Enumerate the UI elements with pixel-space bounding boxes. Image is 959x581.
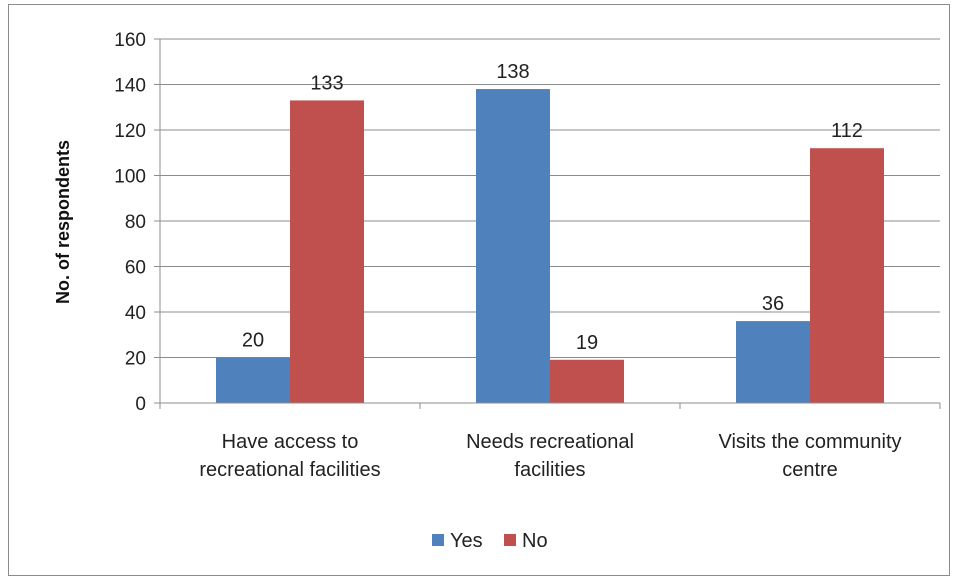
y-tick-label: 120 [114,121,146,142]
legend: Yes No [432,530,548,552]
y-axis-title: No. of respondents [53,140,73,304]
bar-yes [476,89,550,404]
legend-swatch-yes [432,534,444,546]
legend-swatch-no [504,534,516,546]
legend-label-yes: Yes [450,530,483,552]
bar-yes [216,357,290,403]
bars [216,89,884,404]
bar-no [550,359,624,403]
data-label: 112 [831,120,863,142]
y-tick-label: 100 [114,167,146,188]
axes [159,39,941,409]
x-category-label: Visits the community centre [718,431,901,481]
y-tick-label: 140 [114,76,146,97]
data-label: 138 [496,61,529,83]
data-labels: 20 133 138 19 36 112 [242,61,863,354]
y-axis-ticks: 0 20 40 60 80 100 120 140 160 [114,30,160,415]
y-tick-label: 160 [114,30,146,51]
y-tick-label: 20 [125,349,146,370]
y-tick-label: 80 [125,212,146,233]
x-axis-labels: Have access to recreational facilities Nee… [199,431,901,481]
data-label: 19 [576,332,598,354]
y-tick-label: 40 [125,303,146,324]
data-label: 133 [310,72,343,94]
x-category-label: Needs recreational facilities [466,431,634,481]
y-tick-label: 0 [135,394,146,415]
bar-no [810,148,884,403]
legend-label-no: No [522,530,548,552]
data-label: 20 [242,330,264,352]
bar-yes [736,321,810,403]
x-category-label: Have access to recreational facilities [199,431,380,481]
y-tick-label: 60 [125,258,146,279]
bar-no [290,100,364,404]
data-label: 36 [762,293,784,315]
